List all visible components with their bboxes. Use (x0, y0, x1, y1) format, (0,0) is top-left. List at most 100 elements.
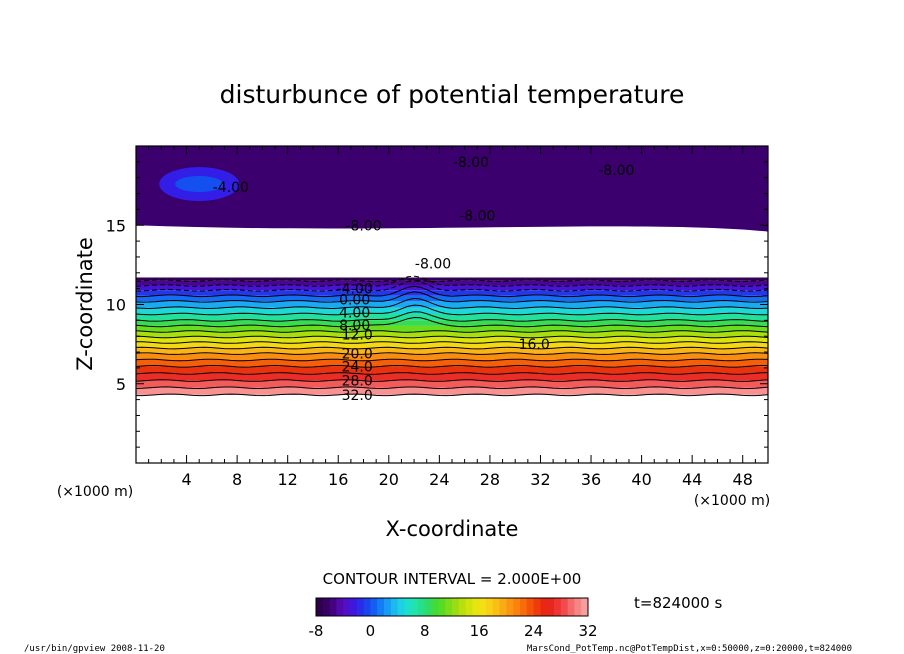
contour-label: 12.0 (342, 328, 373, 344)
colorbar-tick-labels: -8 0 8 16 24 32 (309, 622, 598, 640)
colorbar-cell (513, 598, 521, 616)
colorbar-cell (472, 598, 480, 616)
colorbar-tick-label: 32 (578, 622, 597, 640)
level-band (136, 301, 768, 308)
level-band (136, 320, 768, 326)
level-band (136, 353, 768, 360)
color-fill-bands (136, 280, 768, 395)
colorbar-cell (424, 598, 433, 616)
colorbar-tick-label: 0 (366, 622, 376, 640)
contour-line (136, 364, 768, 368)
x-tick-label: 24 (429, 470, 449, 489)
contour-line (136, 291, 768, 303)
level-band (136, 380, 768, 388)
contour-line (136, 346, 768, 350)
contour-label: 28.0 (342, 374, 373, 390)
level-band (136, 290, 768, 296)
z-unit-label: (×1000 m) (694, 493, 770, 509)
colorbar-cell (452, 598, 460, 616)
contour-line (136, 280, 768, 292)
level-band (136, 359, 768, 367)
colorbar-cell (499, 598, 507, 616)
colorbar-cell (329, 598, 337, 616)
level-band (136, 373, 768, 381)
colorbar-cell (370, 598, 378, 616)
time-text: t=824000 s (634, 594, 722, 612)
x-tick-label: 36 (581, 470, 601, 489)
contour-label: 24.0 (342, 359, 373, 375)
contour-line (136, 352, 768, 355)
x-tick-label: 48 (733, 470, 753, 489)
colorbar-cell (336, 598, 344, 616)
colorbar-cell (411, 598, 419, 616)
colorbar-cell (397, 598, 405, 616)
contour-line (136, 316, 768, 328)
colorbar-cell (377, 598, 385, 616)
level-band (136, 325, 768, 332)
chart-title: disturbunce of potential temperature (220, 80, 685, 109)
colorbar-cell (404, 598, 412, 616)
colorbar-cell (356, 598, 365, 616)
colorbar-cell (438, 598, 446, 616)
colorbar-cell (486, 598, 494, 616)
contour-label: 4.00 (339, 305, 370, 321)
contour-label: -8.00 (459, 209, 495, 225)
level-band (136, 314, 768, 321)
x-tick-label: 16 (328, 470, 348, 489)
level-band (136, 387, 768, 395)
colorbar-tick-label: -8 (309, 622, 324, 640)
x-tick-label: 28 (480, 470, 500, 489)
cold-pocket-core (175, 176, 224, 193)
contour-line (136, 393, 768, 397)
colorbar-cell (445, 598, 453, 616)
colorbar-cell (567, 598, 575, 616)
level-band (136, 342, 768, 349)
plot-area (136, 146, 768, 397)
level-band (136, 307, 768, 315)
x-tick-label: 44 (682, 470, 702, 489)
colorbar-cell (384, 598, 392, 616)
y-tick-label: 10 (106, 296, 126, 315)
upper-disturbance-region (136, 146, 768, 281)
colorbar-cell (581, 598, 589, 616)
contour-line (136, 275, 768, 287)
colorbar-cell (316, 598, 324, 616)
contour-line (136, 372, 768, 375)
colorbar-cell (418, 598, 426, 616)
colorbar-frame (315, 597, 589, 617)
colorbar-cell (520, 598, 528, 616)
colorbar-cell (322, 598, 331, 616)
colorbar-cell (506, 598, 514, 616)
x-tick-label: 32 (530, 470, 550, 489)
y-tick-label: 5 (116, 375, 126, 394)
colorbar-cell (526, 598, 535, 616)
contour-line (136, 386, 768, 390)
x-tick-label: 12 (278, 470, 298, 489)
level-band (136, 280, 768, 286)
colorbar-cell (350, 598, 358, 616)
contour-line (136, 341, 768, 344)
contour-label: 8.00 (339, 318, 370, 334)
footer-right: MarsCond_PotTemp.nc@PotTempDist,x=0:5000… (527, 644, 852, 654)
contour-label: 0.00 (339, 293, 370, 309)
contour-interval-text: CONTOUR INTERVAL = 2.000E+00 (323, 570, 582, 588)
colorbar-cell (533, 598, 541, 616)
colorbar-cell (390, 598, 399, 616)
colorbar-cell (540, 598, 548, 616)
contour-label: 32.0 (342, 388, 373, 404)
contour-line (136, 335, 768, 339)
contour-line (136, 285, 768, 298)
y-tick-labels: 5 10 15 (106, 216, 126, 394)
colorbar-cell (554, 598, 562, 616)
contour-line (136, 330, 768, 333)
contour-label: 20.0 (342, 347, 373, 363)
contour-labels: 32.028.024.020.016.012.08.004.000.00-4.0… (213, 155, 635, 404)
contour-label: -8.00 (415, 256, 451, 272)
colorbar-cell (465, 598, 473, 616)
contour-label: -4.00 (337, 282, 373, 298)
contour-label: -8.00 (598, 163, 634, 179)
level-band (136, 336, 768, 343)
colorbar-cell (574, 598, 582, 616)
contour-line (136, 379, 768, 382)
